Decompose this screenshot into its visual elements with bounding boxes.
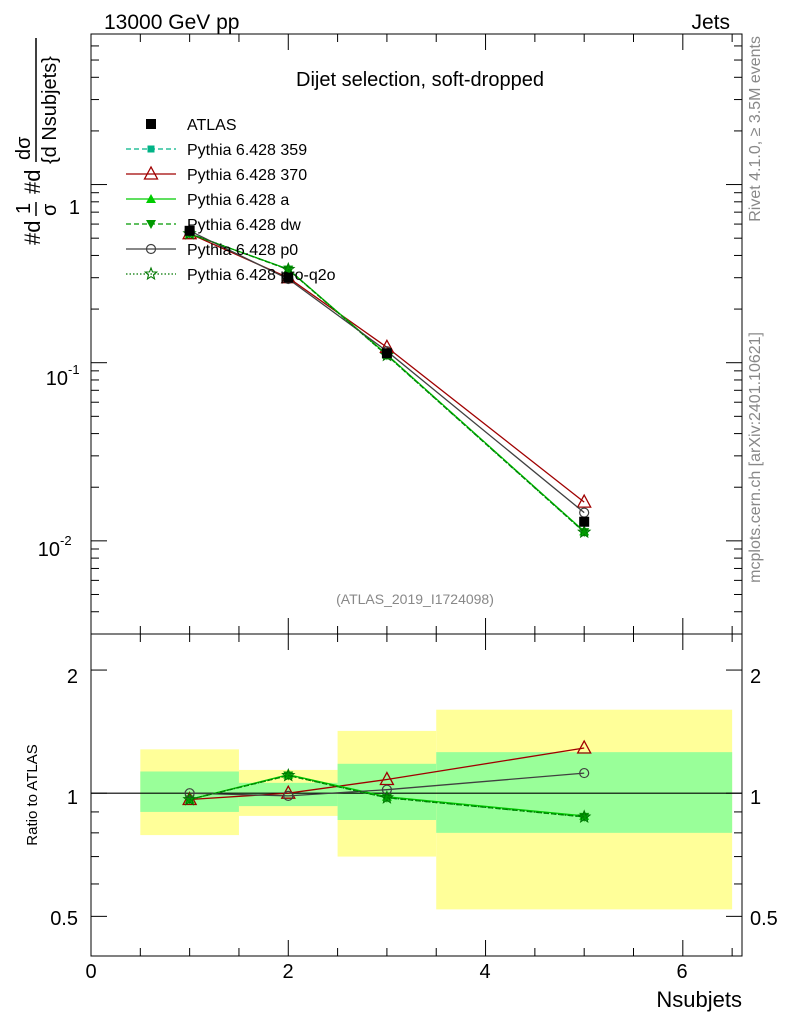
- main-series-layer: [182, 225, 592, 539]
- legend-marker-pythia-6-428-a: [146, 194, 156, 203]
- ytick-label-0p1: 10: [46, 368, 68, 390]
- ytick-label-1: 1: [69, 197, 80, 219]
- ytick-exp-0p1: -1: [68, 362, 80, 377]
- mcplots-label: mcplots.cern.ch [arXiv:2401.10621]: [747, 332, 764, 583]
- main-axis-ticks: [90, 33, 742, 635]
- legend: ATLAS Pythia 6.428 359 Pythia 6.428 370 Pyt…: [126, 117, 336, 284]
- analysis-label: (ATLAS_2019_I1724098): [336, 591, 494, 607]
- ylabel-part-a: #d: [20, 221, 45, 245]
- main-point-pythia-6-428-p0-3: [579, 507, 590, 518]
- ratio-ytick-2: 2: [67, 666, 78, 688]
- y-axis-label: #d 1 σ #d dσ {d Nsubjets}: [13, 38, 61, 245]
- legend-marker-pythia-6-428-359: [147, 145, 155, 153]
- ratio-point-pythia-6-428-pro-q2o-3: [577, 809, 592, 824]
- legend-label-pythia-6-428-370: Pythia 6.428 370: [187, 167, 307, 184]
- ratio-line-pythia-6-428-p0: [189, 772, 585, 797]
- xtick-4: 4: [479, 961, 490, 983]
- legend-marker-pythia-6-428-pro-q2o: [143, 266, 159, 281]
- ratio-point-pythia-6-428-pro-q2o-2: [379, 790, 395, 804]
- category-label: Jets: [691, 11, 730, 34]
- chart-title: Dijet selection, soft-dropped: [296, 69, 544, 91]
- ratio-ytick-0p5: 0.5: [50, 908, 78, 930]
- ratio-line-pythia-6-428-pro-q2o: [189, 774, 585, 818]
- legend-label-pythia-6-428-p0: Pythia 6.428 p0: [187, 242, 298, 259]
- legend-label-pythia-6-428-a: Pythia 6.428 a: [187, 192, 289, 209]
- ylabel-part-c: σ: [39, 203, 61, 216]
- main-point-pythia-6-428-370-3: [576, 493, 592, 508]
- xtick-2: 2: [282, 961, 293, 983]
- legend-label-atlas: ATLAS: [187, 117, 237, 134]
- ratio-point-pythia-6-428-370-2: [379, 771, 395, 786]
- ratio-series-layer: [182, 739, 592, 824]
- main-point-atlas-0: [184, 225, 195, 236]
- main-point-atlas-2: [381, 348, 392, 359]
- ratio-frame: [90, 633, 743, 957]
- ratio-ytick-0p5-right: 0.5: [750, 908, 778, 930]
- ratio-band-inner-1: [238, 782, 338, 807]
- ratio-point-pythia-6-428-370-3: [576, 739, 592, 754]
- legend-marker-pythia-6-428-p0: [145, 243, 157, 255]
- ylabel-part-f: {d Nsubjets}: [39, 56, 61, 164]
- ratio-axis-ticks: [90, 634, 742, 957]
- ratio-line-pythia-6-428-dw: [189, 774, 585, 818]
- ylabel-part-b: 1: [13, 203, 35, 214]
- main-line-pythia-6-428-p0: [189, 230, 585, 514]
- ratio-ylabel: Ratio to ATLAS: [24, 744, 41, 845]
- x-axis-label: Nsubjets: [656, 987, 742, 1012]
- ratio-point-pythia-6-428-pro-q2o-1: [281, 768, 296, 782]
- ratio-point-pythia-6-428-p0-1: [283, 790, 294, 801]
- xtick-6: 6: [676, 961, 687, 983]
- main-point-atlas-3: [579, 516, 590, 527]
- ratio-point-pythia-6-428-p0-2: [381, 784, 393, 795]
- main-line-pythia-6-428-pro-q2o: [189, 233, 585, 533]
- legend-marker-pythia-6-428-dw: [146, 220, 156, 229]
- legend-marker-pythia-6-428-370: [143, 165, 159, 180]
- ratio-ytick-1-right: 1: [750, 787, 761, 809]
- ratio-ytick-1: 1: [67, 787, 78, 809]
- ytick-exp-0p01: -2: [60, 533, 72, 548]
- xtick-0: 0: [85, 961, 96, 983]
- rivet-label: Rivet 4.1.0, ≥ 3.5M events: [747, 36, 764, 222]
- main-point-pythia-6-428-pro-q2o-3: [577, 524, 592, 539]
- legend-label-pythia-6-428-dw: Pythia 6.428 dw: [187, 217, 301, 234]
- ratio-ytick-2-right: 2: [750, 666, 761, 688]
- ratio-bands: [140, 709, 733, 910]
- main-point-pythia-6-428-pro-q2o-1: [281, 261, 296, 276]
- legend-label-pythia-6-428-359: Pythia 6.428 359: [187, 142, 307, 159]
- ratio-point-pythia-6-428-p0-0: [184, 788, 195, 799]
- ratio-panel: 2 1 0.5 2 1 0.5 Ratio to ATLAS 0 2 4 6 N…: [24, 633, 778, 1012]
- legend-marker-atlas: [146, 119, 156, 129]
- ratio-point-pythia-6-428-pro-q2o-0: [182, 792, 197, 806]
- energy-label: 13000 GeV pp: [104, 11, 239, 34]
- legend-label-pythia-6-428-pro-q2o: Pythia 6.428 pro-q2o: [187, 267, 336, 284]
- ylabel-part-e: dσ: [13, 136, 35, 160]
- ratio-point-pythia-6-428-p0-3: [579, 767, 590, 779]
- ytick-label-0p01: 10: [38, 539, 60, 561]
- ylabel-part-d: #d: [20, 170, 45, 194]
- main-panel: Dijet selection, soft-dropped (ATLAS_201…: [13, 33, 743, 635]
- main-point-atlas-1: [283, 272, 294, 283]
